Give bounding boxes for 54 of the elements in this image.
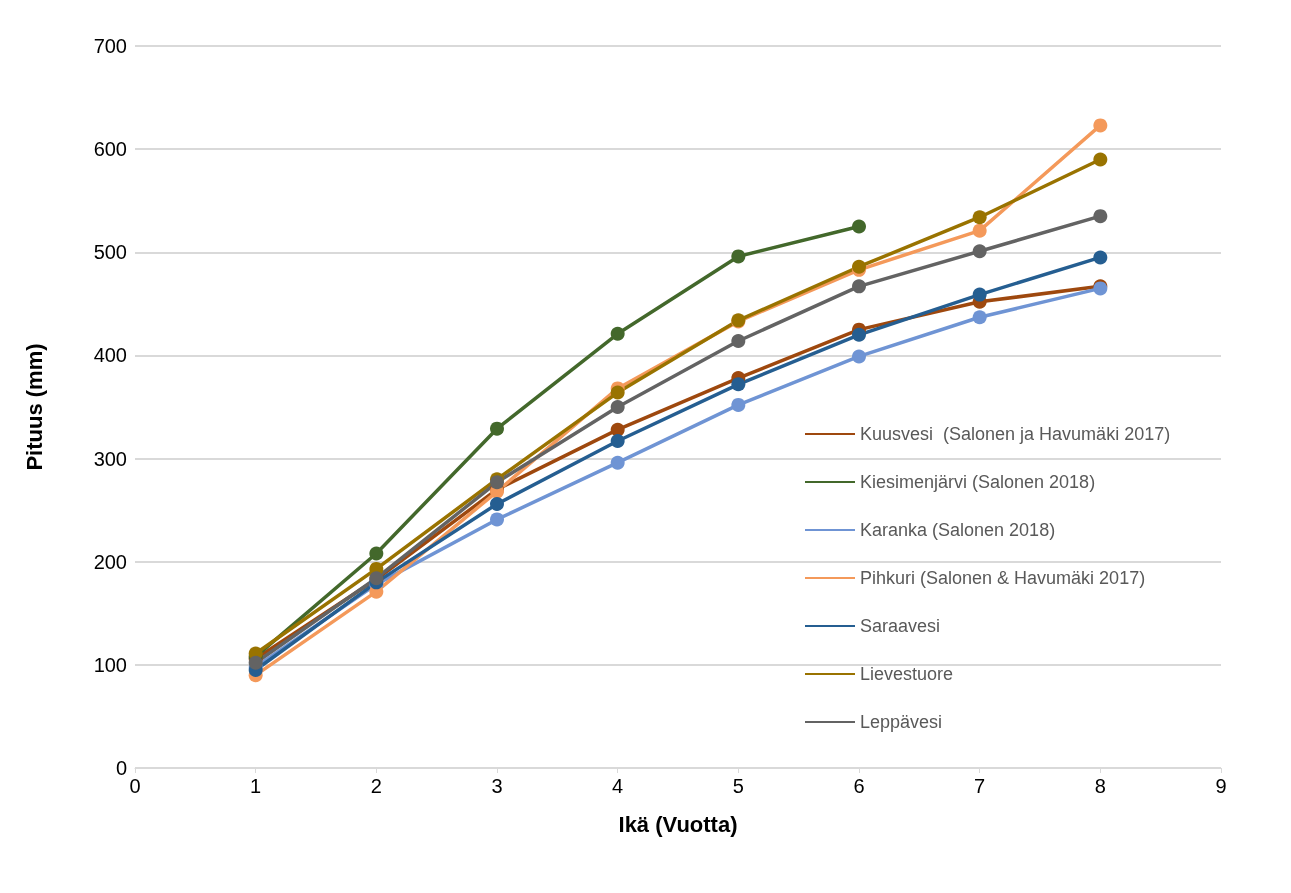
x-tick-label: 4 [612, 775, 624, 797]
point [1093, 152, 1108, 167]
legend-label: Pihkuri (Salonen & Havumäki 2017) [860, 568, 1146, 588]
point [1093, 209, 1108, 224]
point [610, 326, 625, 341]
x-tick-label: 6 [853, 775, 865, 797]
point [852, 327, 866, 342]
point [972, 223, 987, 238]
legend-label: Karanka (Salonen 2018) [860, 520, 1056, 540]
x-tick-label: 7 [974, 775, 986, 797]
point [731, 397, 746, 412]
point [852, 349, 866, 364]
x-axis-title: Ikä (Vuotta) [618, 811, 738, 837]
point [610, 400, 625, 414]
x-tick-label: 9 [1215, 775, 1227, 797]
point [248, 655, 263, 670]
x-tick-label: 8 [1094, 775, 1106, 797]
point [731, 249, 746, 264]
legend-label: Kuusvesi (Salonen ja Havumäki 2017) [860, 424, 1171, 444]
y-tick-label: 600 [93, 138, 127, 161]
y-tick-label: 400 [93, 344, 127, 367]
y-tick-label: 700 [93, 35, 127, 57]
point [852, 279, 866, 294]
y-axis-title: Pituus (mm) [21, 343, 47, 471]
point [1093, 250, 1108, 265]
point [972, 210, 987, 225]
x-tick-label: 1 [250, 775, 262, 797]
legend-label: Saraavesi [860, 616, 941, 636]
point [731, 333, 746, 348]
point [1093, 118, 1108, 133]
x-tick-label: 3 [491, 775, 503, 797]
x-tick-label: 5 [732, 775, 744, 797]
legend-label: Leppävesi [860, 712, 943, 732]
point [369, 546, 384, 561]
point [731, 377, 746, 392]
y-tick-label: 0 [115, 757, 127, 779]
point [490, 496, 504, 511]
legend-label: Kiesimenjärvi (Salonen 2018) [860, 472, 1096, 492]
point [852, 219, 866, 234]
y-tick-label: 100 [93, 653, 127, 676]
point [972, 244, 987, 259]
x-tick-label: 0 [129, 775, 141, 797]
point [490, 512, 504, 527]
legend-label: Lievestuore [860, 664, 954, 684]
y-tick-label: 300 [93, 447, 127, 470]
y-tick-label: 200 [93, 550, 127, 573]
x-tick-label: 2 [370, 775, 382, 797]
point [610, 385, 625, 400]
y-tick-label: 500 [93, 241, 127, 264]
point [610, 434, 625, 449]
point [610, 455, 625, 470]
point [490, 421, 504, 436]
point [972, 310, 987, 325]
point [972, 287, 987, 302]
